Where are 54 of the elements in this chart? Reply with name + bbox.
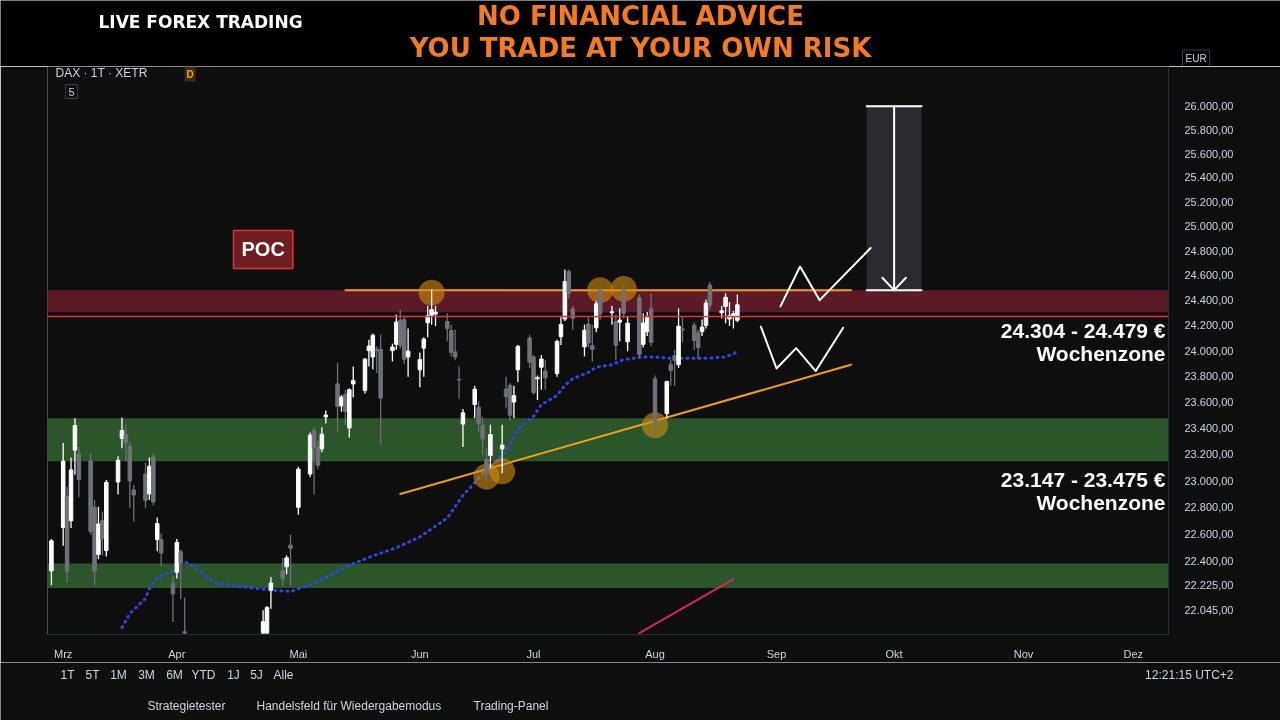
x-tick-label: Sep [766, 647, 787, 660]
x-tick-label: Dez [1123, 647, 1144, 660]
x-tick-label: Jun [410, 647, 429, 660]
y-tick-label: 25.400,00 [1184, 171, 1234, 184]
y-tick-label: 24.400,00 [1184, 294, 1234, 307]
text: 1T [60, 667, 76, 682]
text: EUR [1185, 53, 1207, 64]
text: Handelsfeld für Wiedergabemodus [256, 698, 442, 713]
y-tick-label: 22.045,00 [1184, 604, 1234, 617]
text: Strategietester [147, 698, 226, 713]
text: YOU TRADE AT YOUR OWN RISK [408, 32, 873, 63]
y-tick-label: 23.800,00 [1184, 370, 1234, 383]
text: 3M [138, 667, 155, 682]
y-tick-label: 26.000,00 [1184, 100, 1234, 113]
y-tick-label: 23.600,00 [1184, 395, 1234, 408]
band-label: 24.304 - 24.479 € Wochenzone [1000, 319, 1166, 366]
text: Alle [273, 667, 294, 682]
x-tick-label: Jul [526, 647, 541, 660]
y-tick-label: 22.800,00 [1184, 501, 1234, 514]
y-tick-label: 25.200,00 [1184, 195, 1234, 208]
x-tick-label: Okt [885, 647, 903, 660]
text: NO FINANCIAL ADVICE [477, 0, 804, 31]
y-tick-label: 24.800,00 [1184, 244, 1234, 257]
text: YTD [191, 667, 216, 682]
y-tick-label: 22.600,00 [1184, 528, 1234, 541]
text: LIVE FOREX TRADING [98, 11, 303, 32]
y-tick-label: 23.200,00 [1184, 448, 1234, 461]
x-tick-label: Mai [289, 647, 308, 660]
annotation: 5 [68, 85, 75, 98]
y-tick-label: 25.000,00 [1184, 219, 1234, 232]
y-tick-label: 25.800,00 [1184, 123, 1234, 136]
chart-title: DAX · 1T · XETR [55, 65, 148, 80]
y-tick-label: 23.000,00 [1184, 474, 1234, 487]
y-tick-label: 22.400,00 [1184, 555, 1234, 568]
y-tick-label: 22.225,00 [1184, 579, 1234, 592]
y-tick-label: 24.600,00 [1184, 269, 1234, 282]
text: Trading-Panel [473, 698, 549, 713]
text: 6M [166, 667, 183, 682]
text: 1J [227, 667, 240, 682]
text: 1M [110, 667, 127, 682]
annotation: D [186, 68, 194, 80]
text: 5T [85, 667, 101, 682]
ref-line-label: POC [241, 238, 285, 261]
y-tick-label: 24.000,00 [1184, 344, 1234, 357]
text: 12:21:15 UTC+2 [1145, 667, 1234, 682]
y-tick-label: 25.600,00 [1184, 147, 1234, 160]
text: 5J [250, 667, 263, 682]
y-tick-label: 24.200,00 [1184, 319, 1234, 332]
x-tick-label: Aug [645, 647, 665, 660]
x-tick-label: Apr [168, 647, 186, 660]
x-tick-label: Nov [1013, 647, 1034, 660]
band-label: 23.147 - 23.475 € Wochenzone [1000, 468, 1166, 515]
y-tick-label: 23.400,00 [1184, 421, 1234, 434]
x-tick-label: Mrz [54, 647, 73, 660]
